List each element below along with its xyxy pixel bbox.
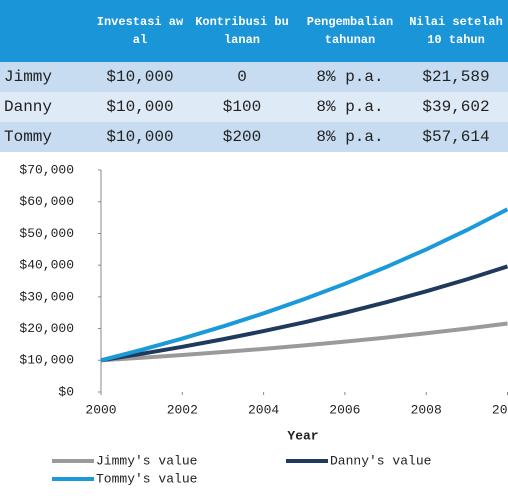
series-line [100, 207, 508, 363]
y-tick-label: $70,000 [19, 162, 74, 177]
x-tick-label: 2000 [85, 402, 116, 417]
summary-table: Investasi awal Kontribusi bulanan Pengem… [0, 0, 508, 152]
table-cell: $57,614 [404, 122, 508, 152]
y-tick-label: $40,000 [19, 258, 74, 273]
table-cell: $39,602 [404, 92, 508, 122]
legend-label: Danny's value [330, 453, 431, 468]
series-line [100, 264, 508, 363]
y-tick-label: $50,000 [19, 226, 74, 241]
x-tick-label: 2002 [167, 402, 198, 417]
header-row: Investasi awal Kontribusi bulanan Pengem… [0, 0, 508, 62]
x-tick-label: 2004 [248, 402, 279, 417]
header-cell: Pengembalian tahunan [296, 0, 404, 62]
chart: $0 $10,000 $20,000 $30,000 $40,000 $50,000 $60… [19, 162, 508, 486]
table-cell: $200 [188, 122, 296, 152]
table-cell: 8% p.a. [296, 92, 404, 122]
legend-label: Jimmy's value [96, 453, 197, 468]
legend-label: Tommy's value [96, 471, 197, 486]
y-tick-label: $20,000 [19, 321, 74, 336]
row-name: Jimmy [0, 62, 92, 92]
table-row: Jimmy $10,000 0 8% p.a. $21,589 [0, 62, 508, 92]
header-cell: Kontribusi bulanan [188, 0, 296, 62]
table-cell: 8% p.a. [296, 62, 404, 92]
table-row: Danny $10,000 $100 8% p.a. $39,602 [0, 92, 508, 122]
header-cell: Nilai setelah 10 tahun [404, 0, 508, 62]
series-line [100, 321, 508, 363]
row-name: Danny [0, 92, 92, 122]
table-cell: $21,589 [404, 62, 508, 92]
table-cell: $100 [188, 92, 296, 122]
table-cell: 0 [188, 62, 296, 92]
y-tick-label: $10,000 [19, 353, 74, 368]
table-cell: 8% p.a. [296, 122, 404, 152]
x-tick-label: 2010 [492, 402, 508, 417]
table-cell: $10,000 [92, 62, 188, 92]
header-cell: Investasi awal [92, 0, 188, 62]
x-tick-label: 2006 [329, 402, 360, 417]
row-name: Tommy [0, 122, 92, 152]
corner [0, 0, 92, 62]
y-tick-label: $0 [58, 384, 74, 399]
table-row: Tommy $10,000 $200 8% p.a. $57,614 [0, 122, 508, 152]
x-axis-title: Year [287, 428, 318, 443]
y-tick-label: $60,000 [19, 194, 74, 209]
table-cell: $10,000 [92, 92, 188, 122]
x-tick-label: 2008 [411, 402, 442, 417]
y-tick-label: $30,000 [19, 289, 74, 304]
table-cell: $10,000 [92, 122, 188, 152]
